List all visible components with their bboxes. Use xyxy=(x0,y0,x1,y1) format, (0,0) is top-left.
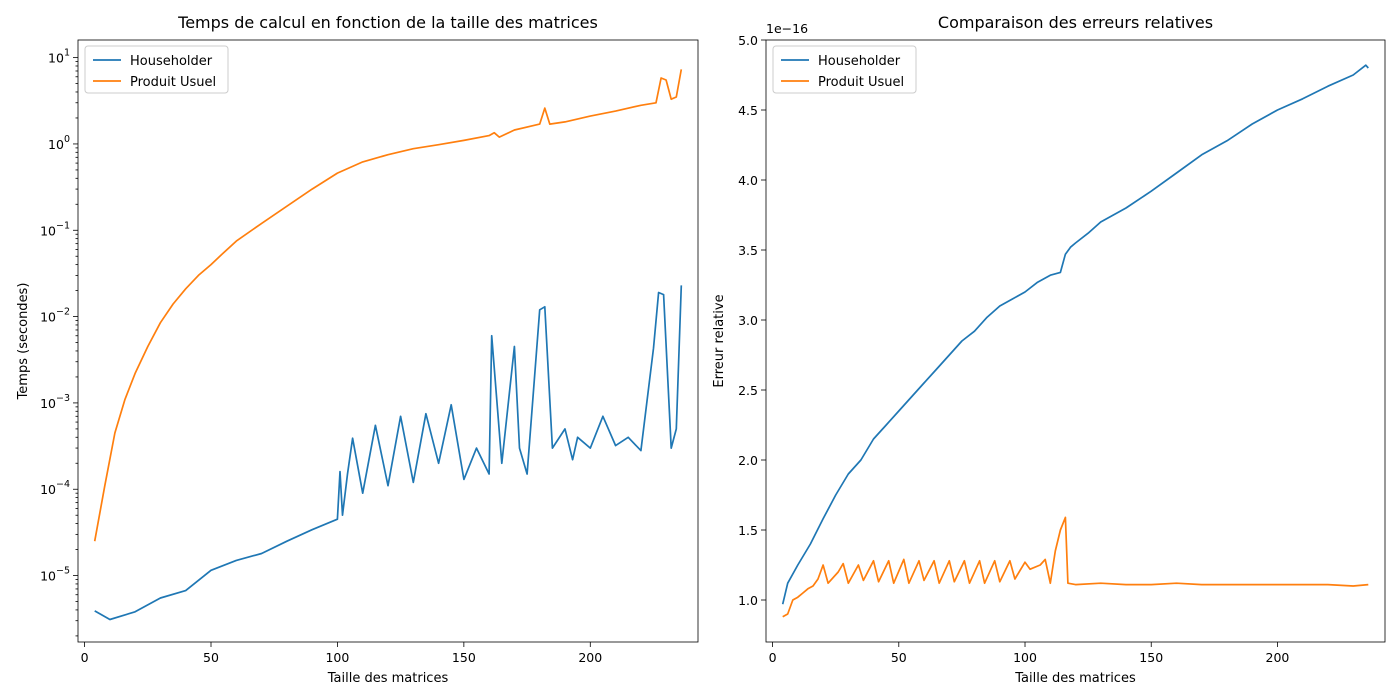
chart-title: Comparaison des erreurs relatives xyxy=(938,13,1213,32)
y-tick-label: 10−2 xyxy=(40,307,70,325)
y-tick-label: 2.0 xyxy=(738,453,758,468)
series-line-householder xyxy=(94,285,683,621)
x-tick-label: 50 xyxy=(203,650,219,665)
chart-title: Temps de calcul en fonction de la taille… xyxy=(177,13,598,32)
legend: Householder Produit Usuel xyxy=(772,45,917,94)
legend-label: Produit Usuel xyxy=(130,75,216,90)
x-tick-label: 200 xyxy=(1266,650,1290,665)
plot-frame xyxy=(77,39,699,643)
x-tick-label: 0 xyxy=(769,650,777,665)
x-tick-label: 200 xyxy=(578,650,602,665)
y-tick-label: 1.0 xyxy=(738,593,758,608)
y-tick-label: 10−1 xyxy=(40,220,70,238)
y-tick-label: 1.5 xyxy=(738,523,758,538)
y-axis-label: Temps (secondes) xyxy=(16,283,31,401)
legend-label: Householder xyxy=(818,54,901,69)
y-tick-label: 10−3 xyxy=(40,393,70,411)
x-tick-label: 150 xyxy=(1139,650,1163,665)
plot-frame xyxy=(765,39,1386,643)
y-tick-label: 2.5 xyxy=(738,383,758,398)
y-tick-label: 100 xyxy=(48,134,70,152)
y-tick-label: 5.0 xyxy=(738,33,758,48)
legend-label: Householder xyxy=(130,54,213,69)
y-axis-label: Erreur relative xyxy=(712,294,727,387)
series-line-produit-usuel xyxy=(782,516,1369,618)
x-axis-label: Taille des matrices xyxy=(1014,671,1136,686)
x-tick-label: 100 xyxy=(1013,650,1037,665)
series-line-produit-usuel xyxy=(93,69,683,542)
y-tick-label: 4.5 xyxy=(738,103,758,118)
chart-1: 0 50 100 150 200 10−5 10−4 10−3 10−2 10−1 100 101 Te… xyxy=(16,13,699,686)
x-tick-label: 50 xyxy=(891,650,907,665)
chart-2: 0 50 100 150 200 1.0 1.5 2.0 2.5 3.0 3.5 4.0 4.5 5.0 1… xyxy=(712,13,1386,686)
series-line-householder xyxy=(781,64,1369,605)
x-tick-label: 100 xyxy=(325,650,349,665)
y-tick-label: 3.0 xyxy=(738,313,758,328)
y-tick-label: 101 xyxy=(48,48,70,66)
legend: Householder Produit Usuel xyxy=(84,45,229,94)
y-tick-label: 10−4 xyxy=(40,479,70,497)
x-tick-label: 0 xyxy=(81,650,89,665)
y-tick-label: 3.5 xyxy=(738,243,758,258)
x-axis-label: Taille des matrices xyxy=(327,671,449,686)
legend-label: Produit Usuel xyxy=(818,75,904,90)
y-tick-label: 10−5 xyxy=(40,566,70,584)
y-offset-label: 1e−16 xyxy=(766,21,808,36)
y-tick-label: 4.0 xyxy=(738,173,758,188)
x-tick-label: 150 xyxy=(452,650,476,665)
